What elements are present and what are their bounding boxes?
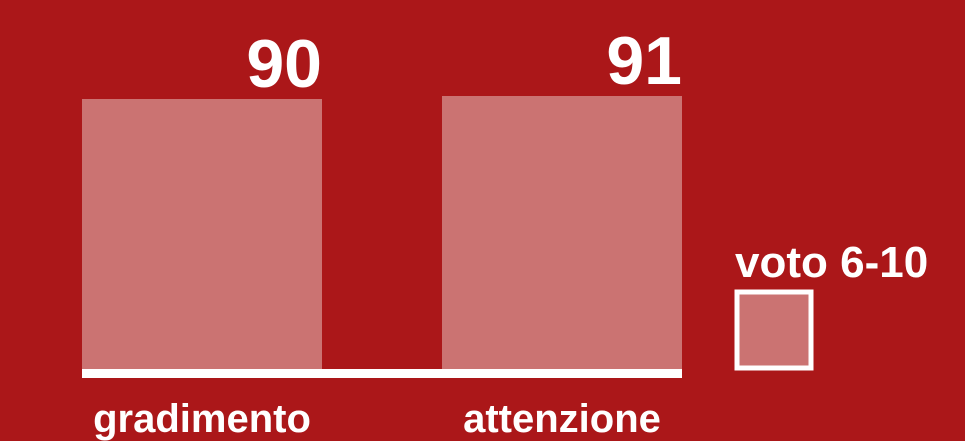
bars-group [82,96,682,369]
category-label-attenzione: attenzione [463,397,661,441]
value-label-gradimento: 90 [246,26,322,102]
bar-attenzione [442,96,682,369]
legend-label: voto 6-10 [735,238,928,287]
legend-swatch [734,289,814,371]
labels-group: 90 gradimento 91 attenzione [93,23,682,441]
legend: voto 6-10 [734,238,928,371]
category-label-gradimento: gradimento [93,397,311,441]
bar-gradimento [82,99,322,369]
value-label-attenzione: 91 [606,23,682,99]
x-axis-baseline [82,369,682,378]
